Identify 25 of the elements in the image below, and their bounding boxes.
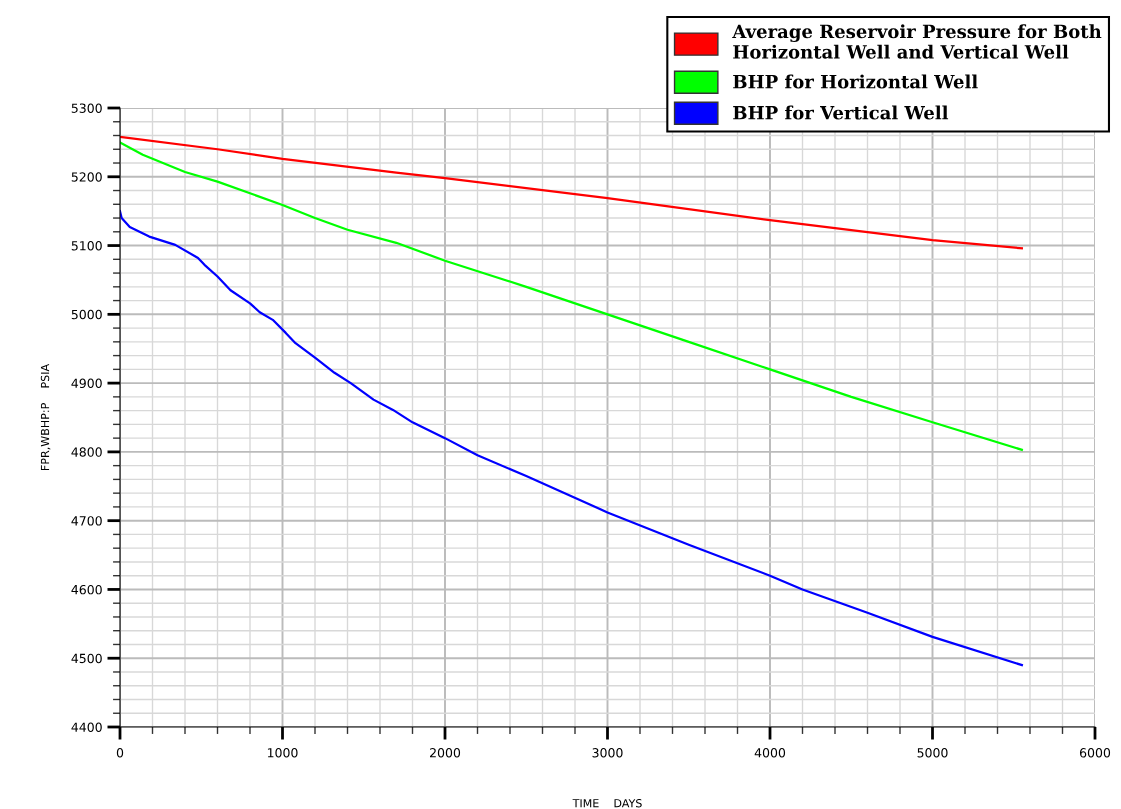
y-tick-label: 5200 [71,172,102,182]
x-tick-label: 0 [116,748,124,758]
y-tick-label: 4400 [71,722,102,732]
x-tick-label: 1000 [267,748,298,758]
y-tick-label: 4500 [71,653,102,664]
x-tick-label: 2000 [430,748,461,758]
y-axis-title: FPR,WBHP:P PSIA [40,363,51,471]
y-tick-label: 5100 [71,241,102,251]
line-series [120,135,1023,250]
line-series [120,210,1023,667]
y-tick-label: 4800 [71,447,102,457]
x-tick-label: 4000 [754,748,786,758]
legend-label: Average Reservoir Pressure for Both Horizontal Well and Vertical Well [732,24,1102,59]
x-tick-label: 3000 [592,748,623,758]
y-tick-label: 4600 [71,584,102,595]
y-tick-label: 5300 [71,103,102,113]
legend-label: BHP for Horizontal Well [733,74,978,89]
y-tick-label: 4700 [71,516,102,526]
x-tick-label: 5000 [917,748,948,758]
x-axis-title: TIME DAYS [572,799,642,808]
y-tick-label: 4900 [71,378,102,389]
x-tick-label: 6000 [1079,748,1111,758]
line-series [120,141,1023,451]
legend-label: BHP for Vertical Well [733,105,949,120]
y-tick-label: 5000 [71,309,102,320]
